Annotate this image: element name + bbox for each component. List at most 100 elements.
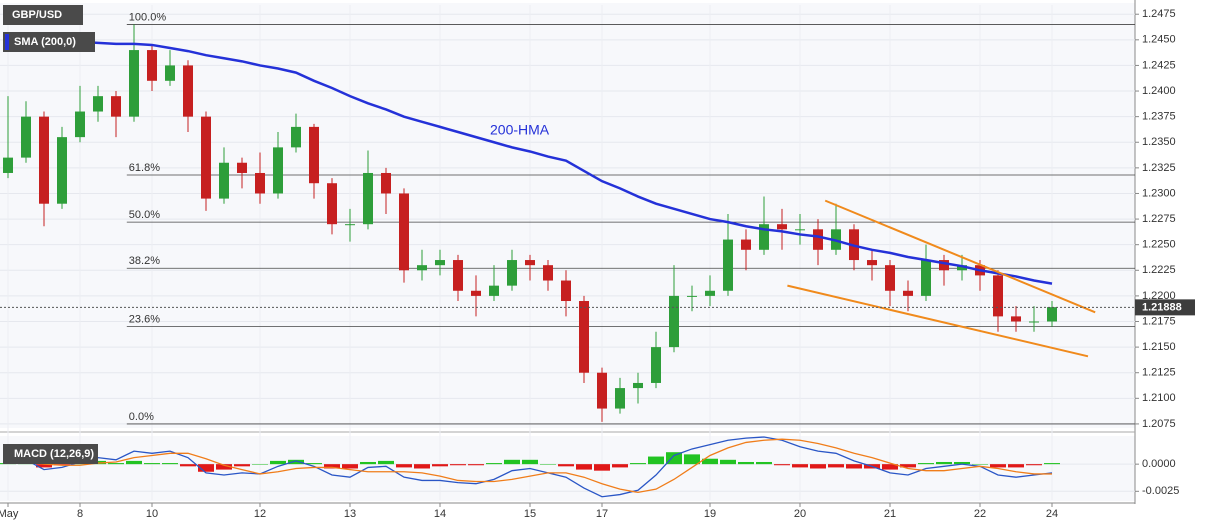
candle-body: [57, 137, 67, 204]
macd-histogram: [684, 454, 700, 465]
macd-histogram: [306, 463, 322, 465]
macd-histogram: [36, 464, 52, 468]
macd-histogram: [774, 464, 790, 466]
macd-histogram: [234, 464, 250, 467]
candle-body: [1047, 307, 1057, 322]
candle-body: [435, 260, 445, 266]
candle-body: [291, 126, 301, 148]
macd-histogram: [738, 461, 754, 465]
macd-line: [7, 438, 1052, 494]
macd-histogram: [648, 456, 664, 465]
candle-body: [885, 265, 895, 291]
macd-histogram: [666, 452, 682, 465]
y-tick-label: 0.0000: [1142, 458, 1176, 470]
macd-histogram: [1026, 464, 1042, 466]
macd-histogram: [342, 464, 358, 469]
x-tick-label: 12: [254, 508, 266, 520]
macd-histogram: [882, 464, 898, 470]
candle-body: [453, 260, 463, 291]
candle-body: [75, 111, 85, 138]
candle-body: [255, 172, 265, 194]
candle-body: [273, 147, 283, 194]
y-tick-label: 1.2300: [1142, 187, 1176, 199]
macd-histogram: [432, 464, 448, 467]
y-tick-label: 1.2325: [1142, 162, 1176, 174]
candle-body: [633, 382, 643, 389]
macd-histogram: [630, 463, 646, 465]
macd-histogram: [450, 464, 466, 466]
candle-body: [993, 275, 1003, 317]
macd-histogram: [594, 464, 610, 471]
x-tick-label: 10: [146, 508, 158, 520]
overlay-label: 200-HMA: [490, 122, 550, 138]
candle-body: [1011, 316, 1021, 322]
y-tick-label: 1.2175: [1142, 315, 1176, 327]
x-tick-label: 20: [794, 508, 806, 520]
y-tick-label: 1.2275: [1142, 213, 1176, 225]
y-tick-label: 1.2100: [1142, 392, 1176, 404]
macd-histogram: [990, 464, 1006, 468]
x-tick-label: 8: [77, 508, 83, 520]
macd-histogram: [900, 464, 916, 468]
candle-body: [921, 260, 931, 296]
x-tick-label: 13: [344, 508, 356, 520]
macd-histogram: [378, 460, 394, 465]
macd-title: MACD (12,26,9): [14, 448, 94, 460]
candle-body: [795, 229, 805, 231]
legend-box: [3, 444, 98, 464]
candle-body: [201, 116, 211, 199]
y-tick-label: 1.2475: [1142, 8, 1176, 20]
macd-line: [7, 436, 1053, 498]
price-tag: [1135, 299, 1195, 316]
macd-histogram: [792, 464, 808, 468]
candle-body: [687, 295, 697, 297]
candle-body: [651, 347, 661, 383]
macd-histogram: [252, 464, 268, 465]
x-tick-label: 15: [524, 508, 536, 520]
candle-body: [39, 116, 49, 204]
x-tick-label: 19: [704, 508, 716, 520]
candle-body: [183, 65, 193, 117]
trend-line: [787, 284, 1089, 358]
macd-histogram: [288, 459, 304, 465]
candle-body: [93, 96, 103, 112]
y-tick-label: 1.2200: [1142, 290, 1176, 302]
x-tick-label: 24: [1046, 508, 1058, 520]
fib-label: 100.0%: [129, 11, 167, 23]
macd-histogram: [108, 463, 124, 465]
macd-histogram: [180, 464, 196, 467]
candle-body: [903, 290, 913, 296]
candle-body: [399, 193, 409, 271]
symbol-label: GBP/USD: [12, 9, 62, 21]
legend-box: [3, 32, 95, 52]
fib-label: 0.0%: [129, 411, 154, 423]
macd-histogram: [828, 464, 844, 468]
candle-body: [21, 116, 31, 158]
candle-body: [543, 265, 553, 281]
candle-body: [525, 260, 535, 266]
candle-body: [957, 265, 967, 271]
x-tick-label: May: [0, 508, 19, 520]
candle-body: [381, 172, 391, 194]
macd-histogram: [486, 463, 502, 465]
candle-body: [813, 229, 823, 250]
macd-histogram: [216, 464, 232, 470]
y-tick-label: 1.2125: [1142, 367, 1176, 379]
macd-histogram: [810, 464, 826, 469]
candle-body: [1029, 321, 1039, 323]
candle-body: [741, 239, 751, 250]
macd-histogram: [198, 464, 214, 472]
x-tick-label: 21: [884, 508, 896, 520]
macd-histogram: [126, 460, 142, 465]
y-tick-label: 1.2350: [1142, 136, 1176, 148]
macd-histogram: [468, 464, 484, 466]
macd-histogram: [558, 464, 574, 467]
candle-body: [219, 162, 229, 199]
macd-histogram: [972, 464, 988, 465]
macd-histogram: [270, 460, 286, 465]
y-tick-label: 1.2375: [1142, 111, 1176, 123]
x-tick-label: 17: [596, 508, 608, 520]
macd-histogram: [954, 461, 970, 465]
macd-histogram: [936, 461, 952, 465]
